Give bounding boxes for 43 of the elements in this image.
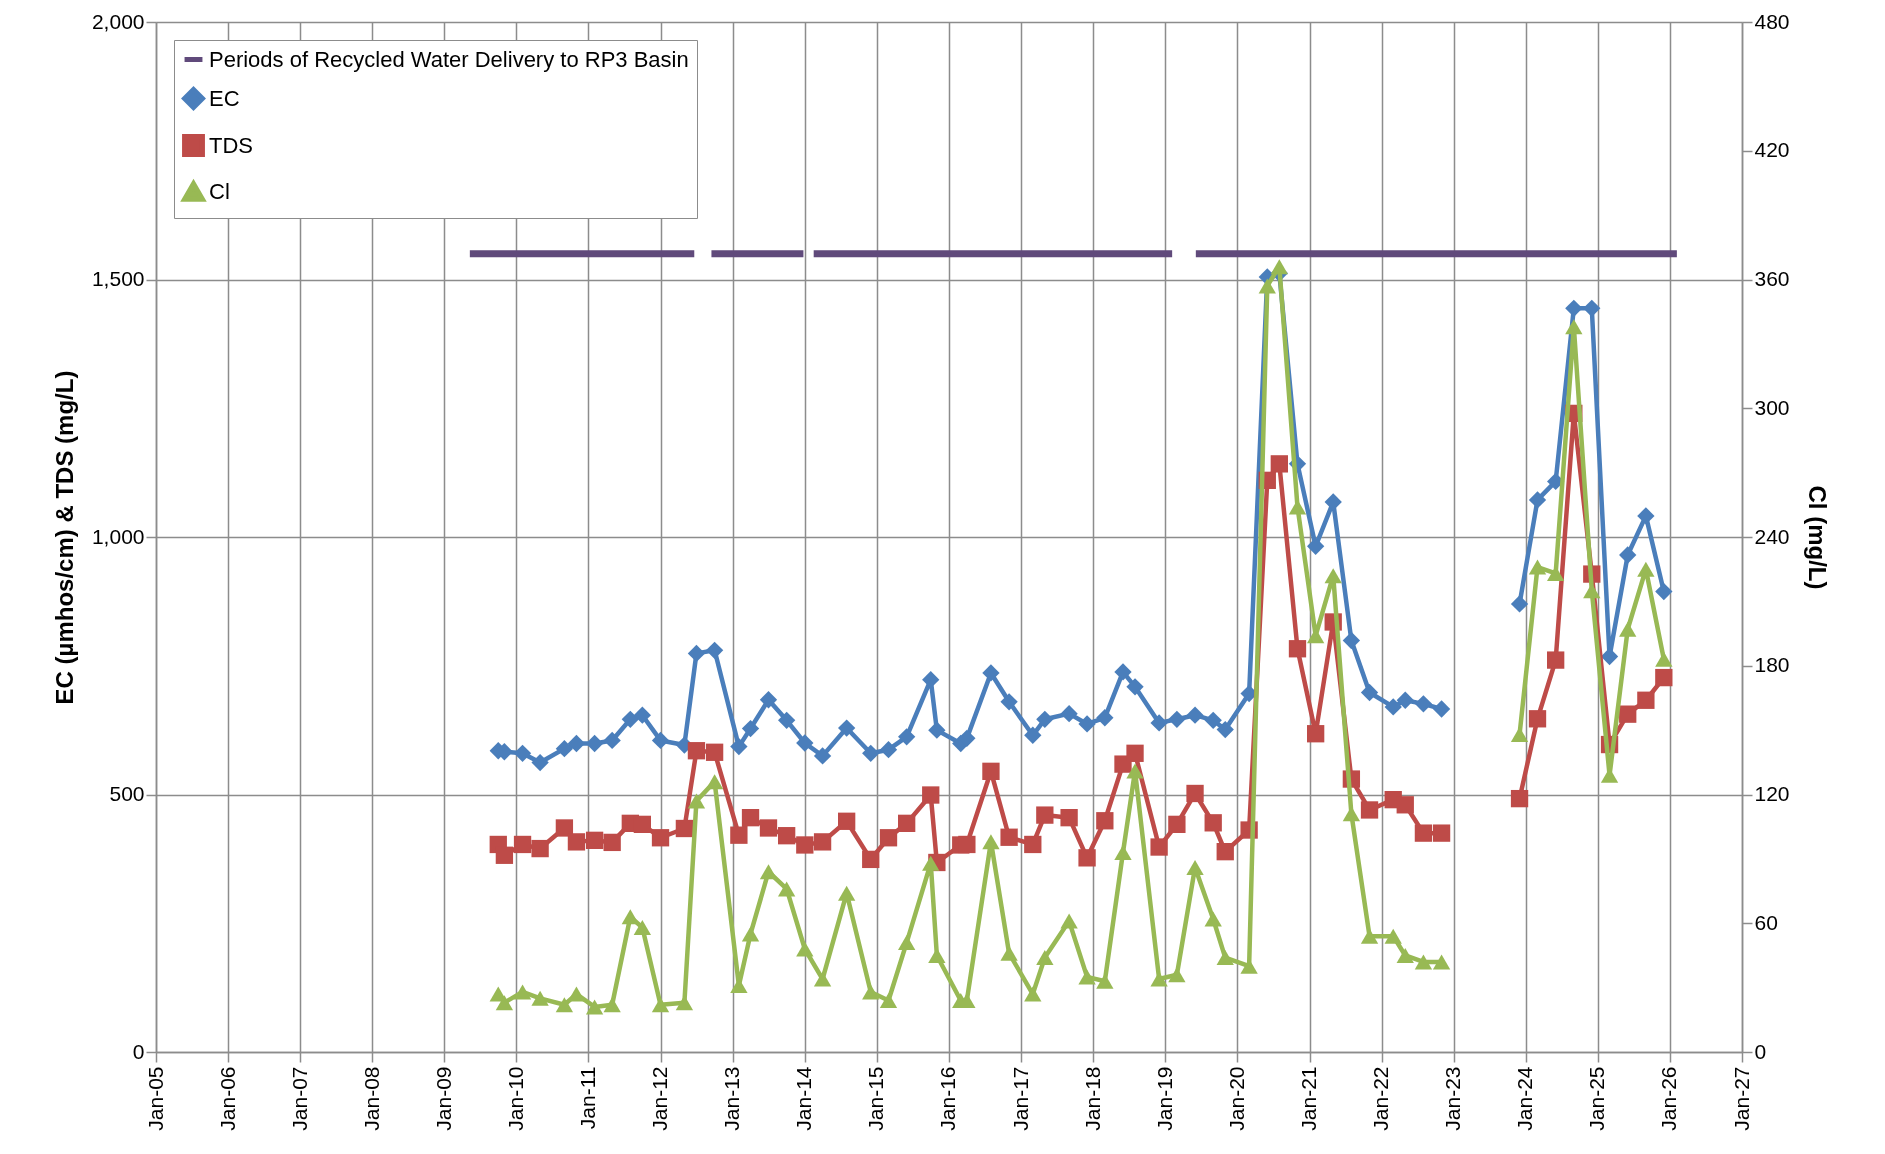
x-tick-label: Jan-15	[864, 1066, 888, 1131]
x-tick-label: Jan-25	[1585, 1066, 1609, 1131]
x-tick-label: Jan-13	[720, 1066, 744, 1131]
x-tick-label: Jan-07	[287, 1066, 311, 1131]
x-tick-label: Jan-19	[1152, 1066, 1176, 1131]
x-tick-label: Jan-23	[1441, 1066, 1465, 1131]
y-tick-label: 1,500	[91, 267, 145, 290]
x-tick-label: Jan-05	[143, 1066, 167, 1131]
x-tick-label: Jan-26	[1657, 1066, 1681, 1131]
y2-tick-label: 480	[1754, 9, 1790, 33]
y2-tick-label: 360	[1754, 267, 1790, 290]
x-tick-label: Jan-16	[936, 1066, 960, 1131]
y-tick-label: 1,000	[91, 524, 145, 548]
y-axis-title: EC (µmhos/cm) & TDS (mg/L)	[50, 370, 78, 705]
y-tick-label: 0	[132, 1039, 145, 1063]
x-tick-label: Jan-09	[431, 1066, 455, 1131]
y2-tick-label: 420	[1754, 138, 1790, 162]
legend-label: TDS	[209, 132, 253, 158]
x-tick-label: Jan-06	[215, 1066, 239, 1131]
x-tick-label: Jan-10	[503, 1066, 527, 1131]
legend-label: Cl	[209, 178, 230, 204]
y2-tick-label: 0	[1754, 1039, 1767, 1063]
legend-label: Periods of Recycled Water Delivery to RP3 Basin	[209, 46, 689, 72]
y2-tick-label: 120	[1754, 782, 1790, 805]
y-tick-label: 500	[109, 782, 145, 805]
x-tick-label: Jan-20	[1224, 1066, 1248, 1131]
x-tick-label: Jan-08	[359, 1066, 383, 1131]
x-tick-label: Jan-11	[575, 1066, 599, 1130]
x-tick-label: Jan-27	[1729, 1066, 1753, 1131]
y2-tick-label: 60	[1754, 910, 1778, 934]
x-tick-label: Jan-14	[792, 1066, 816, 1131]
y2-tick-label: 300	[1754, 395, 1790, 419]
x-tick-label: Jan-22	[1369, 1066, 1393, 1131]
x-tick-label: Jan-21	[1297, 1066, 1321, 1131]
x-tick-label: Jan-17	[1008, 1066, 1032, 1131]
y2-tick-label: 240	[1754, 524, 1790, 548]
y2-tick-label: 180	[1754, 653, 1790, 677]
y2-axis-title: Cl (mg/L)	[1803, 485, 1831, 590]
legend-label: EC	[209, 85, 240, 111]
x-tick-label: Jan-24	[1513, 1066, 1537, 1131]
y-tick-label: 2,000	[91, 9, 145, 33]
x-tick-label: Jan-18	[1080, 1066, 1104, 1131]
x-tick-label: Jan-12	[648, 1066, 672, 1131]
